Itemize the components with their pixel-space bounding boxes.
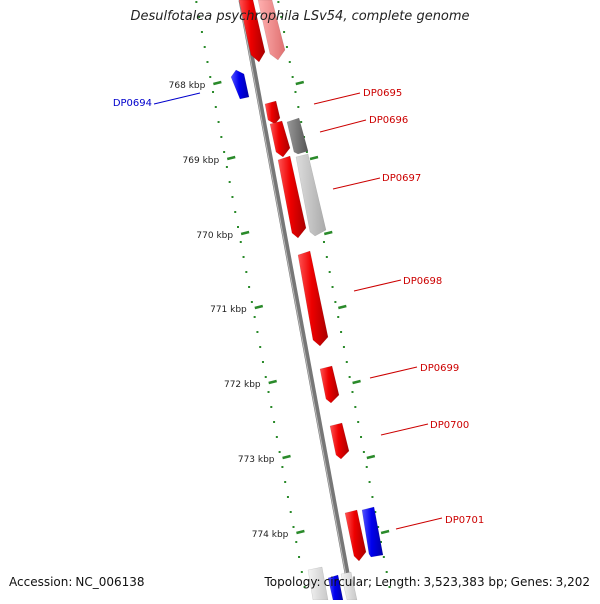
callout-line [313, 92, 361, 105]
scale-label: 773 kbp [238, 455, 275, 465]
scale-label: 769 kbp [183, 156, 220, 166]
gene-DP0699[interactable] [319, 365, 340, 404]
callout-line [380, 423, 429, 436]
major-tick [352, 379, 361, 385]
scale-label: 768 kbp [169, 81, 206, 91]
gene-label-dp0696[interactable]: DP0696 [369, 115, 408, 126]
callout-line [369, 366, 418, 379]
major-tick [213, 80, 222, 86]
gene-label-dp0695[interactable]: DP0695 [363, 88, 402, 99]
accession-value: NC_006138 [75, 575, 145, 589]
callout-line [153, 92, 201, 105]
major-tick [323, 230, 333, 236]
gene-label-dp0698[interactable]: DP0698 [403, 276, 442, 287]
gene-label-dp0700[interactable]: DP0700 [430, 420, 469, 431]
scale-label: 770 kbp [196, 231, 233, 241]
gene-arrow[interactable] [344, 509, 367, 562]
scale-labels: 768 kbp 769 kbp 770 kbp 771 kbp 772 kbp 773 k… [169, 81, 289, 540]
major-tick [309, 155, 319, 161]
topology-label: Topology: [264, 575, 321, 589]
callout-line [395, 517, 443, 530]
gene-label-dp0694[interactable]: DP0694 [113, 98, 152, 109]
length-value: 3,523,383 bp; [423, 575, 508, 589]
length-label: Length: [375, 575, 421, 589]
callout-line [353, 279, 402, 292]
gene-features [230, 0, 384, 601]
scale-ticks [195, 1, 391, 588]
gene-DP0698[interactable] [297, 250, 329, 347]
gene-DP0697[interactable] [295, 153, 327, 237]
gene-label-dp0697[interactable]: DP0697 [382, 173, 421, 184]
gene-label-dp0701[interactable]: DP0701 [445, 515, 484, 526]
gene-DP0701[interactable] [361, 506, 384, 558]
major-tick [380, 529, 390, 535]
callout-line [332, 177, 381, 190]
major-tick [366, 454, 376, 460]
major-tick [296, 529, 305, 535]
gene-arrow[interactable] [257, 0, 286, 61]
major-tick [240, 230, 250, 236]
footer-stats: Topology: circular; Length: 3,523,383 bp; Ge… [264, 575, 590, 589]
scale-label: 771 kbp [210, 305, 247, 315]
major-tick [268, 379, 277, 385]
gene-DP0695[interactable] [269, 120, 291, 158]
gene-arrow[interactable] [238, 0, 266, 63]
major-tick [295, 80, 305, 86]
map-title: Desulfotalea psychrophila LSv54, complet… [130, 9, 470, 24]
major-tick [254, 304, 264, 310]
callout-line [319, 119, 367, 133]
gene-DP0694[interactable] [230, 69, 250, 100]
gene-arrow[interactable] [277, 155, 307, 239]
genome-backbone [238, 0, 355, 601]
gene-arrow[interactable] [264, 100, 281, 125]
genes-value: 3,202 [555, 575, 590, 589]
gene-callouts: DP0694 DP0695 DP0696 DP0697 DP0698 DP0699 DP07… [113, 88, 484, 530]
genes-label: Genes: [510, 575, 553, 589]
topology-value: circular; [323, 575, 373, 589]
major-tick [282, 454, 291, 460]
major-tick [338, 304, 347, 310]
footer-accession: Accession: NC_006138 [9, 575, 145, 589]
gene-label-dp0699[interactable]: DP0699 [420, 363, 459, 374]
gene-DP0696[interactable] [286, 117, 309, 155]
genome-backbone-highlight [239, 0, 351, 601]
scale-label: 772 kbp [224, 380, 261, 390]
scale-label: 774 kbp [252, 530, 289, 540]
accession-label: Accession: [9, 575, 73, 589]
major-tick [226, 155, 236, 161]
gene-DP0700[interactable] [329, 422, 350, 460]
